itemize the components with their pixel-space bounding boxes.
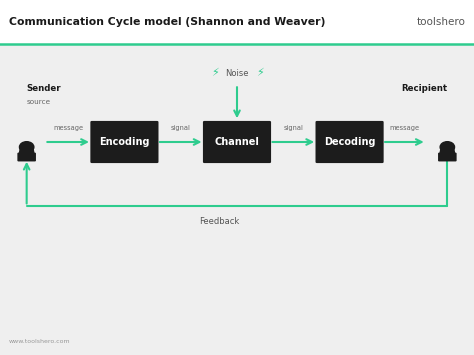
Text: Encoding: Encoding bbox=[99, 137, 150, 147]
Text: Channel: Channel bbox=[215, 137, 259, 147]
Text: message: message bbox=[53, 125, 83, 131]
Text: ⚡: ⚡ bbox=[255, 68, 264, 78]
Polygon shape bbox=[18, 144, 35, 154]
Text: signal: signal bbox=[171, 125, 191, 131]
Text: Recipient: Recipient bbox=[401, 84, 447, 93]
Text: Feedback: Feedback bbox=[199, 217, 239, 226]
Circle shape bbox=[440, 142, 455, 153]
Text: Decoding: Decoding bbox=[324, 137, 375, 147]
Polygon shape bbox=[439, 144, 456, 154]
Circle shape bbox=[19, 142, 34, 153]
Text: ⚡: ⚡ bbox=[210, 68, 219, 78]
FancyBboxPatch shape bbox=[203, 121, 271, 163]
FancyBboxPatch shape bbox=[18, 153, 36, 162]
Text: signal: signal bbox=[283, 125, 303, 131]
FancyBboxPatch shape bbox=[91, 121, 158, 163]
Text: Communication Cycle model (Shannon and Weaver): Communication Cycle model (Shannon and W… bbox=[9, 17, 325, 27]
Text: message: message bbox=[389, 125, 419, 131]
Text: source: source bbox=[27, 99, 51, 105]
Text: Noise: Noise bbox=[225, 69, 249, 78]
Text: toolshero: toolshero bbox=[416, 17, 465, 27]
FancyBboxPatch shape bbox=[316, 121, 383, 163]
Text: www.toolshero.com: www.toolshero.com bbox=[9, 339, 71, 344]
Bar bbox=[0, 0, 474, 44]
Text: Sender: Sender bbox=[27, 84, 61, 93]
FancyBboxPatch shape bbox=[438, 153, 456, 162]
